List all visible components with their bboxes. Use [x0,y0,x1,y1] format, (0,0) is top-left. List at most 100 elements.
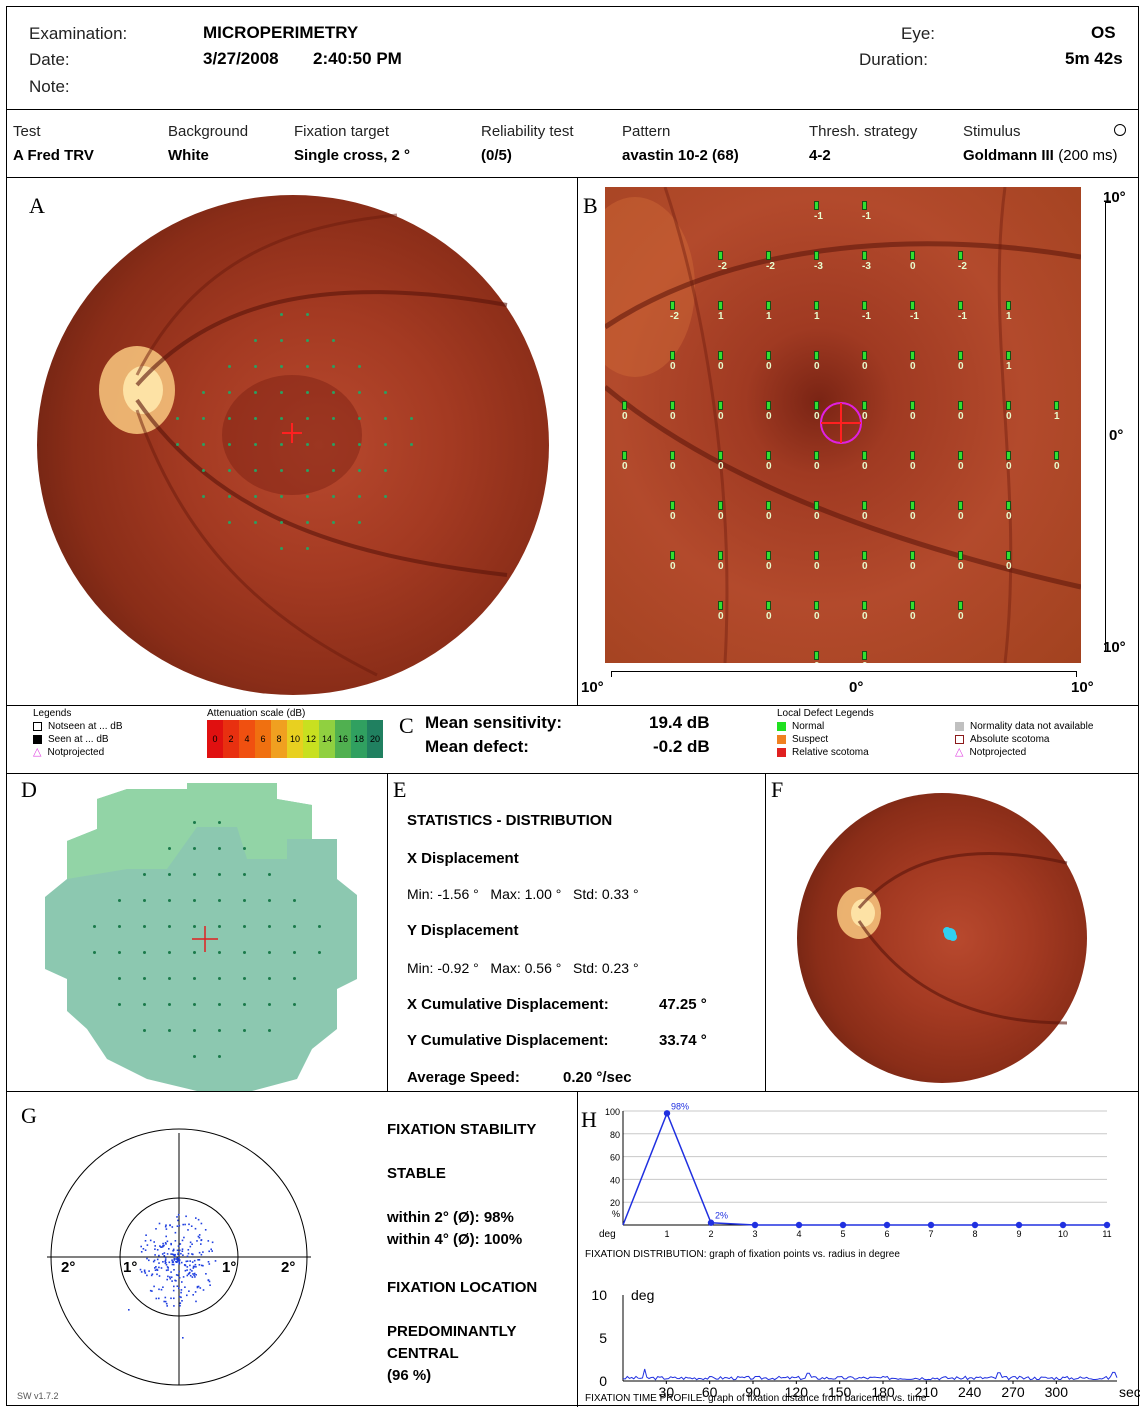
threshold-point [306,521,309,524]
defect-value: 1 [1006,311,1012,322]
fixation-point [167,1267,169,1269]
fixation-point [143,1269,146,1272]
fixation-point [186,1266,189,1268]
fixation-point [189,1271,191,1274]
fixation-point [165,1243,167,1245]
fixation-point [191,1276,194,1278]
defect-marker [670,501,675,510]
fixation-point [156,1273,158,1276]
fixation-point [167,1269,169,1271]
attenuation-swatch: 14 [319,720,335,758]
defect-value: -1 [958,311,967,322]
fixation-point [197,1259,199,1261]
y-tick-label: 10 [591,1287,607,1303]
eye-value: OS [1091,23,1116,42]
x-tick-label: 1 [664,1229,669,1239]
defect-marker [814,301,819,310]
fixation-point [160,1267,163,1269]
threshold-point [254,339,257,342]
local-defect-item: Relative scotoma [777,746,869,759]
map-point [242,1029,246,1032]
data-label: 2% [715,1211,728,1221]
scale-right-label: 10° [1071,679,1094,696]
map-point [242,951,246,954]
fixation-point [153,1241,155,1243]
defect-value: 0 [958,511,964,522]
x-tick-label: 30 [659,1384,675,1400]
fixation-distribution-chart: 100 80 60 40 20% deg 1 2 3 4 5 6 7 8 9 10 11 98% 2% [599,1101,1112,1240]
fixation-point [164,1242,167,1244]
attenuation-swatch: 2 [223,720,239,758]
attenuation-swatch: 12 [303,720,319,758]
defect-value: -3 [814,261,823,272]
fixation-point [154,1269,157,1271]
fixation-point [194,1227,197,1230]
scale-top-label: 10° [1103,189,1126,206]
x-tick-label: 210 [915,1384,939,1400]
threshold-point [202,469,205,472]
fixation-point [188,1290,190,1292]
threshold-point [280,391,283,394]
fixation-point [164,1257,167,1259]
map-point [167,951,171,954]
fixation-point [181,1281,183,1283]
defect-marker [814,651,819,660]
defect-value: 0 [958,361,964,372]
panel-g-letter: G [21,1103,37,1128]
fixation-point [139,1268,142,1271]
defect-value: -2 [958,261,967,272]
defect-marker [958,451,963,460]
fixation-point [195,1217,197,1219]
defect-value: 0 [670,411,676,422]
fixation-point [202,1264,204,1267]
distribution-point [663,1110,671,1117]
fixation-point [163,1255,166,1257]
fixation-point [169,1277,172,1280]
map-point [267,1003,271,1006]
fixation-point [183,1236,185,1239]
fixation-point [128,1309,130,1311]
average-speed-value: 0.20 °/sec [563,1069,632,1086]
defect-value: -2 [670,311,679,322]
defect-value: 0 [958,411,964,422]
defect-value: 0 [766,511,772,522]
background-value: White [168,147,209,164]
stimulus-value: Goldmann III [963,147,1054,164]
legend-swatch-icon [777,722,786,731]
fixation-point [158,1297,160,1300]
map-point [142,899,146,902]
fixation-point [207,1240,210,1242]
map-point [192,1029,196,1032]
retina-b-overlay [605,187,1081,663]
local-defect-label: Normal [792,721,825,732]
fixation-point [158,1262,160,1264]
defect-marker [766,501,771,510]
local-defect-left-list: Normal Suspect Relative scotoma [777,720,869,759]
threshold-point [332,339,335,342]
scale-left-label: 10° [581,679,604,696]
distribution-point [1059,1221,1067,1229]
defect-value: 0 [670,561,676,572]
fixation-point [177,1260,180,1262]
defect-value: 0 [1054,461,1060,472]
defect-value: 0 [814,461,820,472]
fixation-stability-title: FIXATION STABILITY [387,1121,537,1138]
map-point [92,951,96,954]
defect-value: 1 [814,311,820,322]
distribution-point [1103,1221,1111,1229]
fixation-point [171,1259,173,1261]
fundus-f-overlay [837,851,1068,1025]
map-point [267,1029,271,1032]
fixation-point [211,1250,213,1252]
fundus-a-overlay [99,213,508,677]
fixation-point [176,1257,179,1259]
fixation-point [173,1305,175,1307]
fixation-point [155,1266,157,1268]
defect-marker [862,301,867,310]
defect-value: 0 [814,561,820,572]
fixation-point [200,1264,203,1267]
fixation-point [199,1287,202,1289]
threshold-point [306,391,309,394]
map-point [267,925,271,928]
fixation-point [144,1272,147,1274]
